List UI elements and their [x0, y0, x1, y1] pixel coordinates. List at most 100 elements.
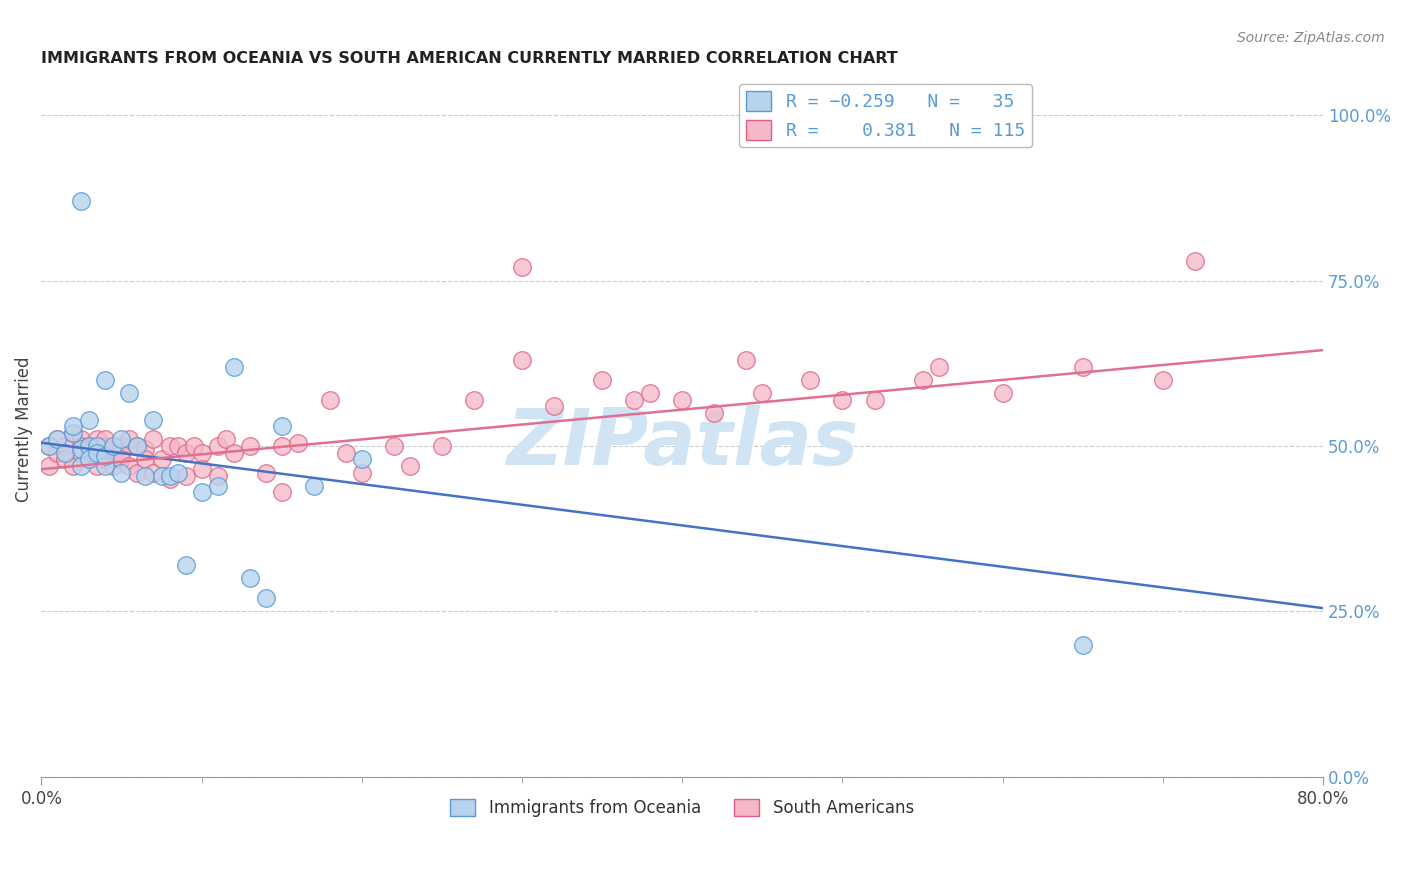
Point	[159, 468, 181, 483]
Point	[159, 439, 181, 453]
Point	[166, 466, 188, 480]
Point	[46, 433, 69, 447]
Point	[70, 445, 93, 459]
Legend: Immigrants from Oceania, South Americans: Immigrants from Oceania, South Americans	[444, 793, 921, 824]
Point	[134, 442, 156, 457]
Point	[38, 439, 60, 453]
Point	[118, 433, 141, 447]
Point	[430, 439, 453, 453]
Point	[118, 386, 141, 401]
Point	[110, 445, 132, 459]
Point	[127, 439, 149, 453]
Point	[103, 458, 125, 473]
Point	[703, 406, 725, 420]
Point	[94, 452, 117, 467]
Point	[70, 458, 93, 473]
Point	[543, 400, 565, 414]
Point	[222, 359, 245, 374]
Point	[222, 445, 245, 459]
Point	[38, 439, 60, 453]
Point	[118, 458, 141, 473]
Point	[103, 439, 125, 453]
Point	[79, 442, 101, 457]
Point	[928, 359, 950, 374]
Point	[207, 439, 229, 453]
Point	[79, 439, 101, 453]
Point	[62, 419, 84, 434]
Point	[62, 458, 84, 473]
Point	[254, 591, 277, 606]
Point	[134, 468, 156, 483]
Point	[38, 458, 60, 473]
Point	[79, 439, 101, 453]
Point	[382, 439, 405, 453]
Point	[350, 452, 373, 467]
Point	[591, 373, 613, 387]
Point	[53, 452, 76, 467]
Point	[302, 479, 325, 493]
Point	[190, 445, 212, 459]
Point	[86, 445, 108, 459]
Point	[110, 452, 132, 467]
Point	[166, 439, 188, 453]
Point	[799, 373, 821, 387]
Point	[174, 468, 197, 483]
Point	[150, 468, 173, 483]
Point	[174, 558, 197, 573]
Point	[110, 433, 132, 447]
Point	[94, 458, 117, 473]
Point	[79, 452, 101, 467]
Point	[335, 445, 357, 459]
Point	[239, 439, 262, 453]
Point	[94, 373, 117, 387]
Point	[62, 425, 84, 440]
Point	[399, 458, 422, 473]
Point	[46, 433, 69, 447]
Point	[1152, 373, 1174, 387]
Point	[159, 472, 181, 486]
Point	[46, 445, 69, 459]
Point	[735, 353, 758, 368]
Point	[142, 433, 165, 447]
Point	[239, 571, 262, 585]
Point	[103, 442, 125, 457]
Point	[207, 479, 229, 493]
Point	[270, 419, 292, 434]
Point	[94, 439, 117, 453]
Point	[270, 439, 292, 453]
Point	[94, 449, 117, 463]
Point	[142, 466, 165, 480]
Point	[463, 392, 485, 407]
Point	[53, 439, 76, 453]
Point	[86, 458, 108, 473]
Point	[183, 439, 205, 453]
Point	[86, 439, 108, 453]
Point	[62, 425, 84, 440]
Point	[638, 386, 661, 401]
Point	[270, 485, 292, 500]
Point	[671, 392, 693, 407]
Point	[127, 439, 149, 453]
Point	[150, 452, 173, 467]
Point	[86, 433, 108, 447]
Point	[110, 439, 132, 453]
Point	[207, 468, 229, 483]
Point	[53, 445, 76, 459]
Point	[991, 386, 1014, 401]
Point	[911, 373, 934, 387]
Point	[70, 442, 93, 457]
Point	[863, 392, 886, 407]
Point	[134, 452, 156, 467]
Point	[287, 435, 309, 450]
Point	[174, 445, 197, 459]
Point	[190, 462, 212, 476]
Point	[79, 412, 101, 426]
Point	[190, 485, 212, 500]
Point	[70, 439, 93, 453]
Text: ZIPatlas: ZIPatlas	[506, 405, 858, 482]
Point	[1071, 359, 1094, 374]
Point	[79, 452, 101, 467]
Point	[623, 392, 645, 407]
Point	[1071, 638, 1094, 652]
Point	[110, 466, 132, 480]
